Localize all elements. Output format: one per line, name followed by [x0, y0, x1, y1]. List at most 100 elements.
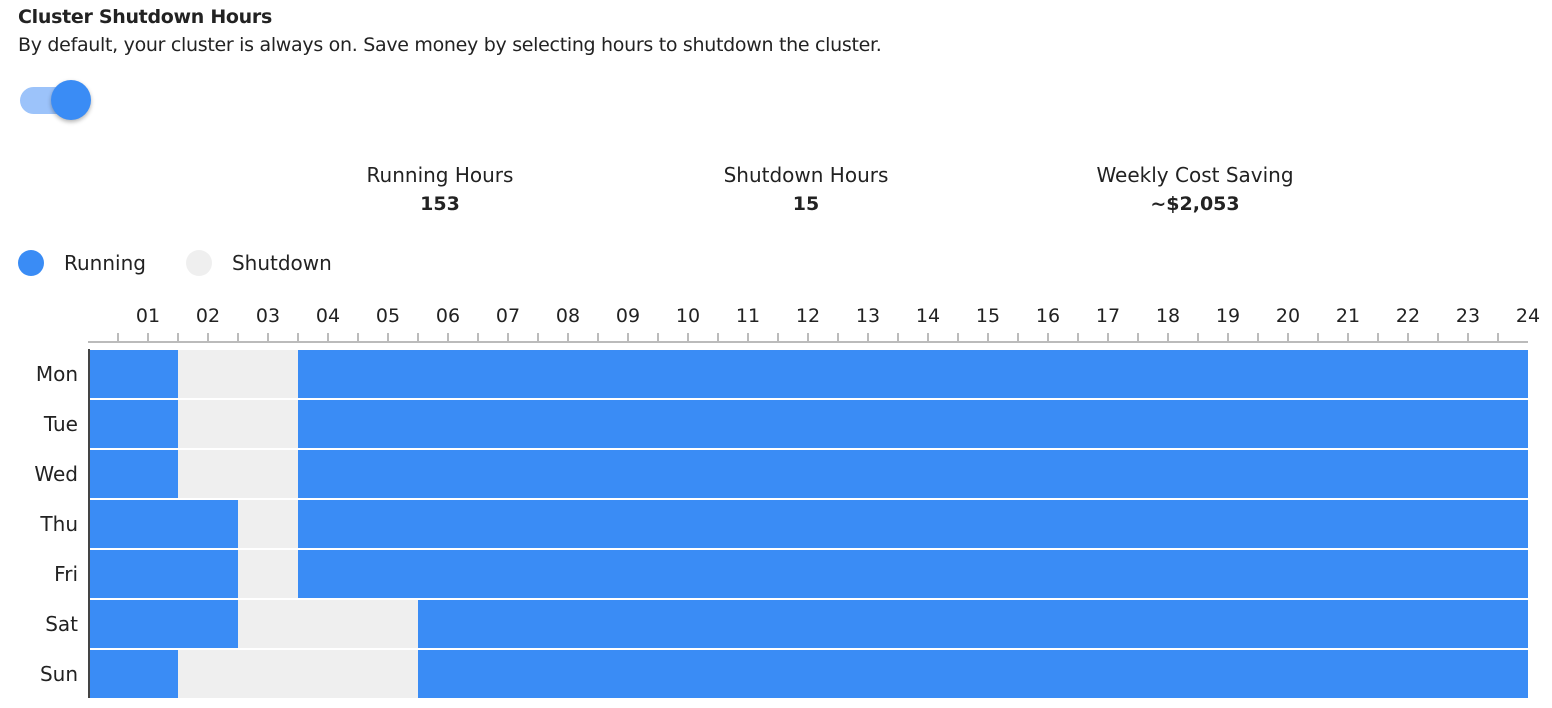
schedule-row-wed[interactable] [90, 450, 1528, 498]
legend-shutdown: Shutdown [231, 251, 332, 275]
hour-label: 01 [135, 305, 161, 327]
shutdown-cell[interactable] [238, 600, 298, 648]
axis-tick [1047, 333, 1049, 342]
axis-tick [1407, 333, 1409, 342]
axis-tick [777, 333, 779, 342]
day-label: Thu [40, 512, 78, 536]
schedule-row-fri[interactable] [90, 550, 1528, 598]
hour-label: 08 [555, 305, 581, 327]
shutdown-cell[interactable] [238, 550, 298, 598]
hour-label: 18 [1155, 305, 1181, 327]
shutdown-cell[interactable] [298, 650, 358, 698]
shutdown-cell[interactable] [358, 600, 418, 648]
axis-tick [1437, 333, 1439, 342]
schedule-row-mon[interactable] [90, 350, 1528, 398]
shutdown-cell[interactable] [178, 400, 238, 448]
axis-tick [537, 333, 539, 342]
stat-weekly-cost-saving: Weekly Cost Saving ~$2,053 [1065, 163, 1325, 215]
axis-tick [1197, 333, 1199, 342]
day-label: Fri [54, 562, 78, 586]
hour-label: 22 [1395, 305, 1421, 327]
axis-tick [117, 333, 119, 342]
axis-tick [1077, 333, 1079, 342]
hour-label: 04 [315, 305, 341, 327]
schedule-row-sun[interactable] [90, 650, 1528, 698]
axis-tick [927, 333, 929, 342]
hour-label: 21 [1335, 305, 1361, 327]
axis-tick [807, 333, 809, 342]
stat-label: Shutdown Hours [723, 163, 889, 187]
shutdown-cell[interactable] [238, 350, 298, 398]
stat-value: ~$2,053 [1150, 193, 1240, 215]
axis-tick [1017, 333, 1019, 342]
shutdown-cell[interactable] [178, 450, 238, 498]
axis-tick [1377, 333, 1379, 342]
axis-tick [837, 333, 839, 342]
axis-tick [237, 333, 239, 342]
axis-tick [177, 333, 179, 342]
stat-running-hours: Running Hours 153 [310, 163, 570, 215]
axis-tick [597, 333, 599, 342]
shutdown-cell[interactable] [178, 350, 238, 398]
day-label: Sat [45, 612, 78, 636]
shutdown-toggle[interactable] [20, 80, 91, 120]
axis-tick [897, 333, 899, 342]
stat-label: Running Hours [366, 163, 514, 187]
shutdown-cell[interactable] [298, 600, 358, 648]
hour-label: 15 [975, 305, 1001, 327]
axis-tick [1497, 333, 1499, 342]
axis-tick [357, 333, 359, 342]
axis-tick [627, 333, 629, 342]
schedule-row-tue[interactable] [90, 400, 1528, 448]
hour-label: 07 [495, 305, 521, 327]
axis-tick [387, 333, 389, 342]
axis-tick [507, 333, 509, 342]
hour-label: 05 [375, 305, 401, 327]
shutdown-cell[interactable] [238, 450, 298, 498]
legend-running: Running [64, 251, 146, 275]
shutdown-cell[interactable] [358, 650, 418, 698]
shutdown-cell[interactable] [238, 650, 298, 698]
axis-tick [267, 333, 269, 342]
toggle-knob [51, 80, 91, 120]
axis-tick [477, 333, 479, 342]
stat-shutdown-hours: Shutdown Hours 15 [676, 163, 936, 215]
axis-tick [567, 333, 569, 342]
axis-tick [147, 333, 149, 342]
axis-tick [687, 333, 689, 342]
schedule-row-sat[interactable] [90, 600, 1528, 648]
shutdown-cell[interactable] [238, 500, 298, 548]
axis-tick [957, 333, 959, 342]
axis-tick [1317, 333, 1319, 342]
axis-tick [297, 333, 299, 342]
axis-tick [747, 333, 749, 342]
legend: Running Shutdown [18, 250, 372, 276]
axis-tick [1227, 333, 1229, 342]
axis-tick [1107, 333, 1109, 342]
schedule-row-thu[interactable] [90, 500, 1528, 548]
axis-tick [447, 333, 449, 342]
day-axis-line [88, 349, 90, 698]
hour-label: 19 [1215, 305, 1241, 327]
axis-tick [1257, 333, 1259, 342]
shutdown-cell[interactable] [178, 650, 238, 698]
day-label: Sun [39, 662, 78, 686]
page-title: Cluster Shutdown Hours [18, 6, 272, 28]
hour-label: 09 [615, 305, 641, 327]
axis-tick [1347, 333, 1349, 342]
stat-label: Weekly Cost Saving [1096, 163, 1294, 187]
hour-label: 24 [1515, 305, 1541, 327]
hour-label: 10 [675, 305, 701, 327]
stat-value: 153 [420, 193, 460, 215]
hour-label: 11 [735, 305, 761, 327]
shutdown-legend-dot [185, 250, 212, 276]
axis-tick [987, 333, 989, 342]
hour-label: 12 [795, 305, 821, 327]
shutdown-cell[interactable] [238, 400, 298, 448]
hour-axis [88, 341, 1528, 343]
hour-label: 14 [915, 305, 941, 327]
day-label: Mon [35, 362, 78, 386]
page-subtitle: By default, your cluster is always on. S… [18, 34, 882, 56]
axis-tick [1167, 333, 1169, 342]
hour-label: 03 [255, 305, 281, 327]
